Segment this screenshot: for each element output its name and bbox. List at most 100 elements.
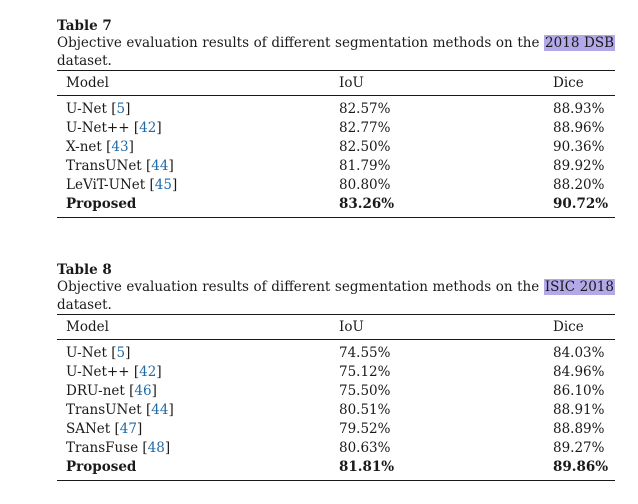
iou-cell: 74.55% xyxy=(339,345,391,361)
top-rule xyxy=(57,70,615,71)
table-row: Proposed 81.81% 89.86% xyxy=(57,458,615,477)
model-name: Proposed xyxy=(66,196,137,212)
dice-cell: 90.36% xyxy=(553,139,605,155)
model-cell: U-Net++ [42] xyxy=(66,120,162,136)
table-caption: Objective evaluation results of differen… xyxy=(57,34,615,70)
bottom-rule xyxy=(57,480,615,481)
model-cell: U-Net [5] xyxy=(66,101,131,117)
model-name: U-Net xyxy=(66,345,107,361)
model-name: U-Net++ xyxy=(66,364,130,380)
caption-text-end: dataset. xyxy=(57,53,112,69)
header-row: Model IoU Dice xyxy=(57,71,615,95)
header-row: Model IoU Dice xyxy=(57,315,615,339)
table-row: TransUNet [44] 81.79% 89.92% xyxy=(57,157,615,176)
model-name: U-Net xyxy=(66,101,107,117)
table-row: TransUNet [44] 80.51% 88.91% xyxy=(57,401,615,420)
dice-cell: 86.10% xyxy=(553,383,605,399)
iou-cell: 80.51% xyxy=(339,402,391,418)
iou-cell: 79.52% xyxy=(339,421,391,437)
model-cell: LeViT-UNet [45] xyxy=(66,177,178,193)
caption-text: Objective evaluation results of differen… xyxy=(57,35,545,51)
model-cell: TransUNet [44] xyxy=(66,402,174,418)
table-title: Table 8 xyxy=(57,262,112,278)
model-cell: Proposed xyxy=(66,458,339,477)
citation-link: 44 xyxy=(151,158,169,174)
model-name: X-net xyxy=(66,139,102,155)
model-cell: DRU-net [46] xyxy=(66,383,157,399)
table-row: Proposed 83.26% 90.72% xyxy=(57,195,615,214)
dice-cell: 88.93% xyxy=(553,101,605,117)
model-name: TransFuse xyxy=(66,440,139,456)
model-name: TransUNet xyxy=(66,402,142,418)
dice-cell: 84.96% xyxy=(553,364,605,380)
citation-link: 43 xyxy=(111,139,129,155)
table-title: Table 7 xyxy=(57,18,112,34)
citation-link: 5 xyxy=(116,345,126,361)
model-name: SANet xyxy=(66,421,111,437)
table-row: U-Net++ [42] 82.77% 88.96% xyxy=(57,119,615,138)
citation-link: 44 xyxy=(151,402,169,418)
iou-cell: 83.26% xyxy=(339,196,395,212)
dice-cell: 89.27% xyxy=(553,440,605,456)
top-rule xyxy=(57,314,615,315)
dice-cell: 88.91% xyxy=(553,402,605,418)
model-name: Proposed xyxy=(66,459,137,475)
table-row: DRU-net [46] 75.50% 86.10% xyxy=(57,382,615,401)
iou-cell: 80.63% xyxy=(339,440,391,456)
model-cell: X-net [43] xyxy=(66,139,134,155)
citation-link: 42 xyxy=(139,364,157,380)
caption-highlight: ISIC 2018 xyxy=(543,279,615,295)
citation-link: 42 xyxy=(139,120,157,136)
header-rule xyxy=(57,95,615,96)
caption-highlight: 2018 DSB xyxy=(544,35,615,51)
dice-cell: 88.20% xyxy=(553,177,605,193)
citation-link: 47 xyxy=(119,421,137,437)
dice-cell: 90.72% xyxy=(553,196,609,212)
header-model: Model xyxy=(66,318,109,335)
model-cell: Proposed xyxy=(66,195,339,214)
dice-cell: 88.96% xyxy=(553,120,605,136)
dice-cell: 84.03% xyxy=(553,345,605,361)
citation-link: 46 xyxy=(134,383,152,399)
header-iou: IoU xyxy=(339,318,364,335)
header-rule xyxy=(57,339,615,340)
table-row: U-Net [5] 82.57% 88.93% xyxy=(57,100,615,119)
model-cell: U-Net [5] xyxy=(66,345,131,361)
table-body: U-Net [5] 74.55% 84.03% U-Net++ [42] 75.12% 8… xyxy=(57,340,615,480)
model-cell: U-Net++ [42] xyxy=(66,364,162,380)
header-iou: IoU xyxy=(339,74,364,91)
table-8: Table 8 Objective evaluation results of … xyxy=(57,262,615,481)
iou-cell: 82.77% xyxy=(339,120,391,136)
table-7: Table 7 Objective evaluation results of … xyxy=(57,18,615,218)
model-cell: TransUNet [44] xyxy=(66,158,174,174)
model-name: U-Net++ xyxy=(66,120,130,136)
table-row: U-Net [5] 74.55% 84.03% xyxy=(57,344,615,363)
table-row: SANet [47] 79.52% 88.89% xyxy=(57,420,615,439)
model-name: LeViT-UNet xyxy=(66,177,146,193)
header-dice: Dice xyxy=(553,318,584,335)
citation-link: 5 xyxy=(116,101,126,117)
table-row: LeViT-UNet [45] 80.80% 88.20% xyxy=(57,176,615,195)
iou-cell: 82.50% xyxy=(339,139,391,155)
iou-cell: 75.50% xyxy=(339,383,391,399)
header-dice: Dice xyxy=(553,74,584,91)
citation-link: 45 xyxy=(154,177,172,193)
citation-link: 48 xyxy=(147,440,165,456)
dice-cell: 89.92% xyxy=(553,158,605,174)
header-model: Model xyxy=(66,74,109,91)
iou-cell: 82.57% xyxy=(339,101,391,117)
iou-cell: 81.81% xyxy=(339,459,395,475)
iou-cell: 81.79% xyxy=(339,158,391,174)
table-row: TransFuse [48] 80.63% 89.27% xyxy=(57,439,615,458)
table-row: U-Net++ [42] 75.12% 84.96% xyxy=(57,363,615,382)
caption-text-end: dataset. xyxy=(57,297,112,313)
table-body: U-Net [5] 82.57% 88.93% U-Net++ [42] 82.77% 8… xyxy=(57,96,615,217)
iou-cell: 75.12% xyxy=(339,364,391,380)
model-cell: SANet [47] xyxy=(66,421,143,437)
model-cell: TransFuse [48] xyxy=(66,440,171,456)
table-caption: Objective evaluation results of differen… xyxy=(57,278,615,314)
dice-cell: 89.86% xyxy=(553,459,609,475)
model-name: TransUNet xyxy=(66,158,142,174)
caption-text: Objective evaluation results of differen… xyxy=(57,279,544,295)
dice-cell: 88.89% xyxy=(553,421,605,437)
